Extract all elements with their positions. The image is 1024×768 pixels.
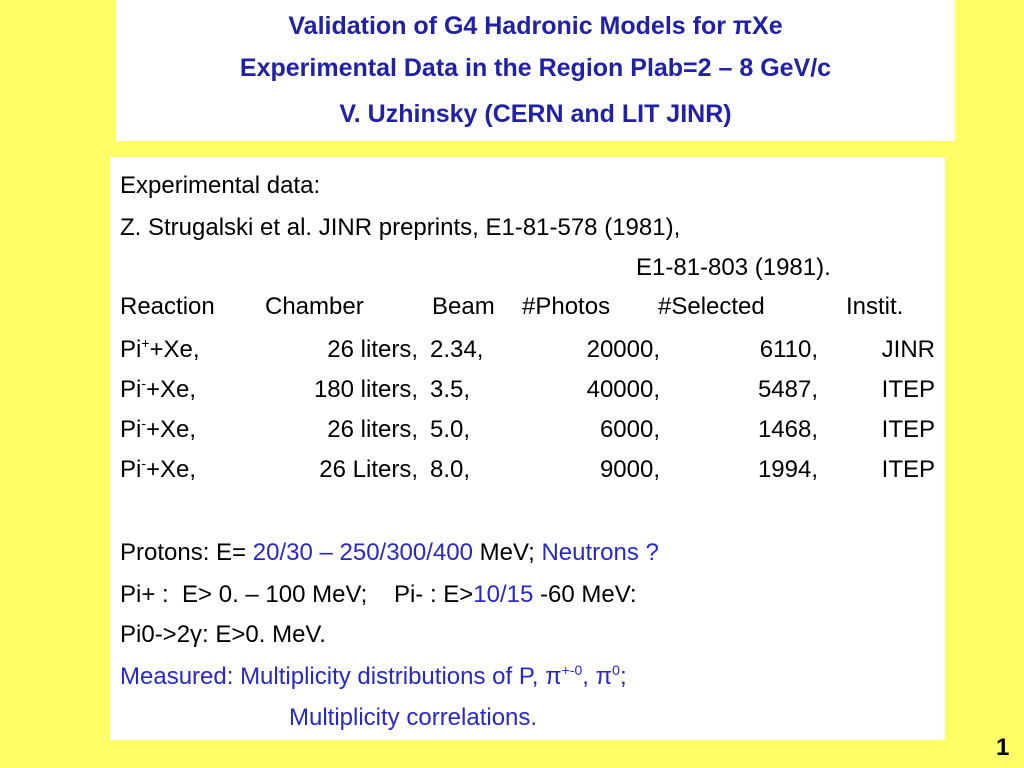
reaction: Pi-+Xe, — [120, 416, 196, 444]
author: V. Uzhinsky (CERN and LIT JINR) — [339, 100, 732, 128]
table-cell: 20000, — [586, 336, 660, 363]
table-cell: 5.0, — [430, 416, 471, 443]
table-cell: 26 Liters, — [319, 456, 418, 483]
measured-line: Measured: Multiplicity distributions of … — [120, 663, 627, 691]
table-header: Beam — [432, 293, 495, 320]
subtitle: Experimental Data in the Region Plab=2 –… — [239, 54, 832, 82]
table-cell: 5487, — [757, 376, 818, 403]
table-cell: ITEP — [881, 416, 935, 443]
page-number: 1 — [996, 734, 1010, 761]
table-cell: ITEP — [881, 456, 935, 483]
target: +Xe, — [146, 416, 197, 443]
text: 20/30 – 250/300/400 — [252, 539, 473, 566]
heading: Experimental data: — [120, 172, 321, 199]
text: , π — [582, 663, 613, 690]
text: 10/15 — [473, 581, 534, 608]
table-cell: 6110, — [759, 336, 818, 363]
text: MeV; — [479, 539, 535, 566]
table-header: Reaction — [120, 293, 215, 320]
text: -60 MeV: — [540, 581, 637, 608]
reference: E1-81-803 (1981). — [636, 254, 831, 281]
table-cell: 40000, — [586, 376, 660, 403]
title-box — [116, 0, 955, 141]
table-header: Instit. — [846, 293, 904, 320]
text: Neutrons ? — [541, 539, 659, 566]
superscript: 0 — [612, 662, 620, 678]
text: ; — [619, 663, 627, 690]
reaction: Pi-+Xe, — [120, 376, 196, 404]
table-cell: 2.34, — [430, 336, 484, 363]
particle: Pi — [120, 456, 142, 483]
label: Measured: — [120, 663, 234, 690]
text: Protons: E= — [120, 539, 247, 566]
table-cell: 1994, — [757, 456, 818, 483]
content-box — [110, 157, 945, 740]
charge: + — [141, 335, 150, 351]
table-cell: 6000, — [599, 416, 660, 443]
target: +Xe, — [149, 336, 200, 363]
table-cell: 8.0, — [430, 456, 471, 483]
title: Validation of G4 Hadronic Models for πXe — [288, 12, 783, 40]
text: Pi+ : E> 0. – 100 MeV; — [120, 581, 368, 608]
table-cell: 26 liters, — [327, 416, 418, 443]
table-cell: ITEP — [881, 376, 935, 403]
table-cell: 180 liters, — [313, 376, 418, 403]
table-cell: JINR — [881, 336, 935, 363]
charge: - — [141, 415, 147, 431]
target: +Xe, — [146, 456, 197, 483]
reaction: Pi-+Xe, — [120, 456, 196, 484]
particle: Pi — [120, 376, 142, 403]
reference: Z. Strugalski et al. JINR preprints, E1-… — [120, 214, 681, 241]
table-cell: 9000, — [599, 456, 660, 483]
table-header: Chamber — [265, 293, 364, 320]
pions-line: Pi+ : E> 0. – 100 MeV; Pi- : E>10/15 -60… — [120, 581, 637, 609]
reaction: Pi++Xe, — [120, 336, 200, 364]
measured-line: Multiplicity correlations. — [289, 704, 538, 731]
text: Multiplicity distributions of P, π — [240, 663, 562, 690]
charge: - — [141, 375, 147, 391]
particle: Pi — [120, 416, 142, 443]
table-cell: 1468, — [757, 416, 818, 443]
target: +Xe, — [146, 376, 197, 403]
table-cell: 3.5, — [430, 376, 471, 403]
charge: - — [141, 455, 147, 471]
particle: Pi — [120, 336, 142, 363]
table-cell: 26 liters, — [327, 336, 418, 363]
protons-line: Protons: E= 20/30 – 250/300/400 MeV; Neu… — [120, 539, 659, 567]
table-header: #Photos — [522, 293, 611, 320]
table-header: #Selected — [658, 293, 765, 320]
text: Pi- : E> — [393, 581, 474, 608]
superscript: +-0 — [561, 662, 583, 678]
pi0-line: Pi0->2γ: E>0. MeV. — [120, 621, 326, 648]
